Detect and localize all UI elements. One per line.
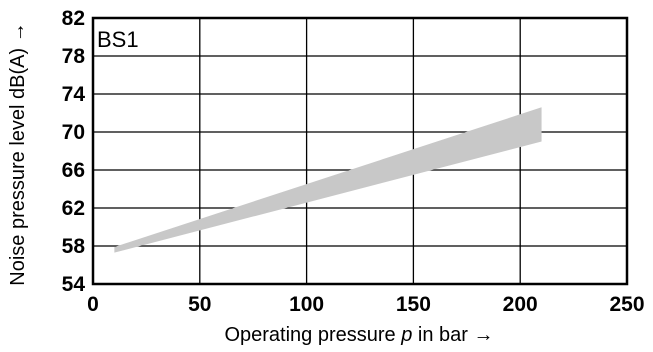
x-tick-label: 200 bbox=[503, 293, 538, 316]
x-tick-label: 100 bbox=[289, 293, 324, 316]
x-tick-label: 250 bbox=[609, 293, 644, 316]
noise-band bbox=[114, 107, 542, 253]
grid-lines bbox=[93, 18, 627, 284]
series-bands bbox=[114, 107, 542, 253]
x-tick-label: 0 bbox=[87, 293, 99, 316]
x-axis-label: Operating pressure p in bar → bbox=[224, 324, 493, 346]
y-tick-label: 74 bbox=[62, 83, 86, 106]
y-tick-label: 70 bbox=[62, 121, 85, 144]
y-tick-label: 62 bbox=[62, 197, 85, 220]
y-tick-labels: 54 58 62 66 70 74 78 82 bbox=[62, 7, 86, 296]
plot-frame bbox=[91, 16, 629, 286]
y-tick-label: 82 bbox=[62, 7, 85, 30]
x-tick-label: 50 bbox=[188, 293, 211, 316]
x-tick-labels: 0 50 100 150 200 250 bbox=[87, 293, 644, 316]
x-tick-label: 150 bbox=[396, 293, 431, 316]
y-tick-label: 78 bbox=[62, 45, 86, 68]
y-tick-label: 66 bbox=[62, 159, 85, 182]
y-tick-label: 58 bbox=[62, 235, 86, 258]
y-axis-label: Noise pressure level dB(A) → bbox=[7, 22, 29, 285]
y-tick-label: 54 bbox=[62, 273, 86, 296]
panel-label: BS1 bbox=[97, 27, 139, 52]
